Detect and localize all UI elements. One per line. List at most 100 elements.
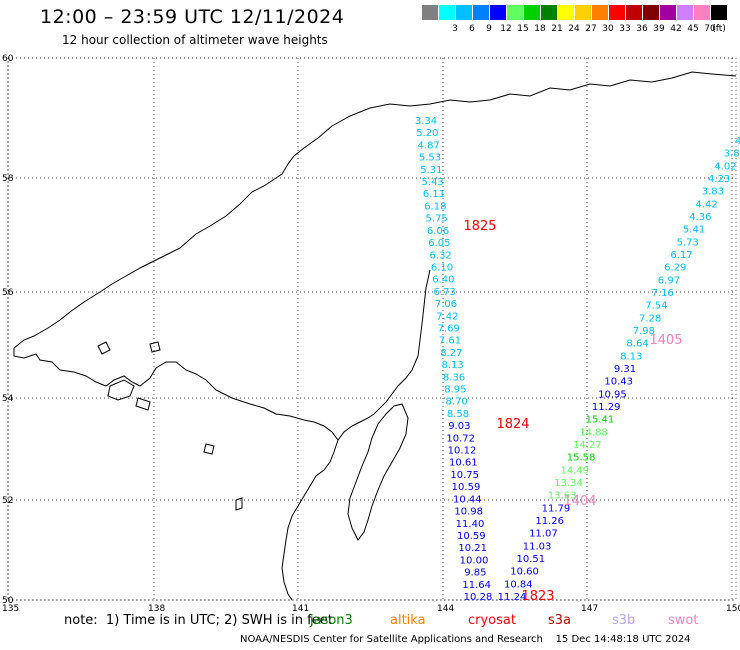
wave-height-reading: 8.70 xyxy=(446,397,468,408)
altimeter-tracks: 3.345.204.87 5.535.315.436.116.18 5.756.06… xyxy=(415,116,740,604)
wave-height-reading: 11.29 xyxy=(592,402,621,413)
wave-height-reading: 9.31 xyxy=(614,364,636,375)
satellite-legend-item: swot xyxy=(668,613,699,628)
longitude-label: 144 xyxy=(437,604,454,614)
longitude-label: 147 xyxy=(581,604,598,614)
color-swatch xyxy=(422,5,438,20)
color-scale-label: 70 xyxy=(704,24,716,34)
wave-height-reading: 11.03 xyxy=(523,541,552,552)
color-swatch xyxy=(473,5,489,20)
wave-height-reading: 14.88 xyxy=(579,427,608,438)
wave-height-reading: 7.16 xyxy=(652,288,674,299)
color-swatch xyxy=(643,5,659,20)
color-scale-unit: (ft) xyxy=(712,24,726,34)
color-scale-label: 9 xyxy=(486,24,492,34)
wave-height-reading: 13.63 xyxy=(548,491,577,502)
wave-height-reading: 7.06 xyxy=(435,299,457,310)
wave-height-reading: 10.59 xyxy=(452,482,481,493)
longitude-label: 141 xyxy=(292,604,309,614)
wave-height-reading: 7.42 xyxy=(436,311,458,322)
wave-height-reading: 11.79 xyxy=(542,503,571,514)
color-scale-label: 3 xyxy=(452,24,458,34)
wave-height-reading: 8.36 xyxy=(443,372,465,383)
longitude-label: 135 xyxy=(2,604,19,614)
color-scale-label: 33 xyxy=(619,24,631,34)
wave-height-reading: 6.11 xyxy=(423,189,445,200)
page-subtitle: 12 hour collection of altimeter wave hei… xyxy=(62,33,328,47)
wave-height-reading: 11.64 xyxy=(462,580,491,591)
satellite-legend-item: s3b xyxy=(612,613,636,628)
wave-height-reading: 10.61 xyxy=(449,458,478,469)
color-swatch xyxy=(575,5,591,20)
satellite-legend-item: jason3 xyxy=(310,613,353,628)
wave-height-reading: 10.28 xyxy=(464,592,493,603)
color-scale-label: 45 xyxy=(687,24,699,34)
wave-height-reading: 10.95 xyxy=(598,389,627,400)
wave-height-reading: 7.61 xyxy=(439,336,461,347)
pass-time-label: 1823 xyxy=(521,589,554,604)
footer-credit: NOAA/NESDIS Center for Satellite Applica… xyxy=(240,634,691,645)
wave-height-reading: 11.40 xyxy=(456,519,485,530)
wave-height-reading: 7.54 xyxy=(645,301,667,312)
wave-height-reading: 11.07 xyxy=(529,529,558,540)
color-scale-label: 15 xyxy=(517,24,529,34)
wave-height-reading: 5.20 xyxy=(416,128,438,139)
pass-time-label: 1825 xyxy=(463,219,496,234)
wave-height-reading: 3.34 xyxy=(415,116,437,127)
wave-height-reading: 10.51 xyxy=(517,554,546,565)
pass-time-label: 1404 xyxy=(563,494,596,509)
color-swatch xyxy=(507,5,523,20)
coastline-north xyxy=(13,71,737,441)
wave-height-reading: 4.23 xyxy=(708,174,730,185)
wave-height-reading: 8.95 xyxy=(444,385,466,396)
color-scale-label: 12 xyxy=(500,24,512,34)
color-swatch xyxy=(490,5,506,20)
wave-height-reading: 7.98 xyxy=(633,326,655,337)
color-swatch xyxy=(694,5,710,20)
coastline-west xyxy=(281,439,339,601)
wave-height-reading: 5.31 xyxy=(420,165,442,176)
color-swatch xyxy=(677,5,693,20)
satellite-legend-item: altika xyxy=(390,613,426,628)
longitude-label: 138 xyxy=(148,604,165,614)
wave-height-reading: 6.17 xyxy=(670,250,692,261)
color-swatch xyxy=(660,5,676,20)
wave-height-reading: 11.26 xyxy=(535,516,564,527)
satellite-legend-item: cryosat xyxy=(468,613,516,628)
wave-height-reading: 8.13 xyxy=(442,360,464,371)
wave-height-reading: 4.36 xyxy=(689,212,711,223)
wave-height-reading: 10.00 xyxy=(460,555,489,566)
wave-height-reading: 6.06 xyxy=(427,226,449,237)
page-title: 12:00 – 23:59 UTC 12/11/2024 xyxy=(40,6,345,28)
wave-height-reading: 15.41 xyxy=(586,415,615,426)
color-swatch xyxy=(592,5,608,20)
wave-height-reading: 7.28 xyxy=(639,313,661,324)
color-scale-label: 27 xyxy=(585,24,597,34)
wave-height-reading: 10.59 xyxy=(457,531,486,542)
wave-height-reading: 3.8 xyxy=(724,149,740,160)
wave-height-reading: 8.58 xyxy=(447,409,469,420)
wave-height-reading: 4.02 xyxy=(714,161,736,172)
wave-height-reading: 14.27 xyxy=(573,440,602,451)
pass-time-label: 1405 xyxy=(649,333,682,348)
wave-height-reading: 11.24 xyxy=(498,592,527,603)
wave-height-reading: 9.85 xyxy=(464,568,486,579)
color-scale-label: 39 xyxy=(653,24,665,34)
map-frame xyxy=(7,57,737,601)
wave-height-reading: 14.49 xyxy=(560,465,589,476)
small-island-5 xyxy=(203,443,215,455)
color-swatch xyxy=(626,5,642,20)
wave-height-reading: 4.42 xyxy=(695,199,717,210)
map-grid: 605856545250135138141144147150 xyxy=(2,54,740,614)
wave-height-reading: 10.12 xyxy=(448,446,477,457)
color-swatch xyxy=(524,5,540,20)
wave-height-reading: 5.43 xyxy=(422,177,444,188)
color-swatch xyxy=(541,5,557,20)
wave-height-reading: 15.58 xyxy=(567,453,596,464)
small-island-4 xyxy=(235,497,243,511)
small-island-2 xyxy=(149,341,161,353)
wave-height-reading: 8.13 xyxy=(620,351,642,362)
pass-time-label: 1824 xyxy=(496,417,529,432)
color-scale-label: 21 xyxy=(551,24,563,34)
wave-height-reading: 6.97 xyxy=(658,275,680,286)
